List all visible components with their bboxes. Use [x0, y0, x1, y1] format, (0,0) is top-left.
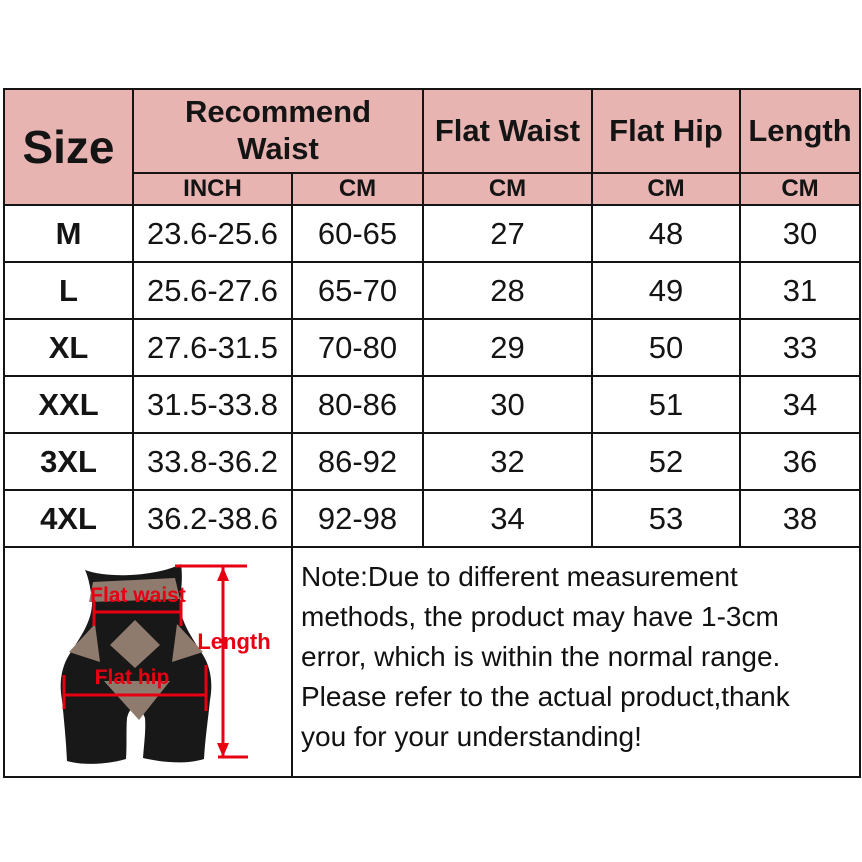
flat-hip-xxl: 51 [593, 377, 741, 434]
flat-waist-annotation: Flat waist [90, 584, 186, 607]
flat-waist-l: 28 [424, 263, 593, 320]
length-arrowheads [217, 567, 229, 757]
flat-waist-4xl: 34 [424, 491, 593, 548]
measurement-lines [62, 564, 248, 759]
unit-cm-flat-waist: CM [424, 174, 593, 206]
length-m: 30 [741, 206, 859, 263]
header-flat-hip: Flat Hip [593, 90, 741, 174]
note-line: Please refer to the actual product,thank [301, 681, 790, 712]
length-annotation: Length [197, 629, 270, 654]
flat-hip-3xl: 52 [593, 434, 741, 491]
size-label-4xl: 4XL [5, 491, 134, 548]
flat-hip-line [62, 665, 208, 711]
unit-cm-length: CM [741, 174, 859, 206]
waist-cm-xxl: 80-86 [293, 377, 424, 434]
flat-waist-m: 27 [424, 206, 593, 263]
size-label-xxl: XXL [5, 377, 134, 434]
note-line: methods, the product may have 1-3cm [301, 601, 779, 632]
waist-inch-xxl: 31.5-33.8 [134, 377, 293, 434]
length-3xl: 36 [741, 434, 859, 491]
waist-inch-xl: 27.6-31.5 [134, 320, 293, 377]
header-flat-hip-label: Flat Hip [609, 112, 723, 148]
header-length: Length [741, 90, 859, 174]
waist-cm-4xl: 92-98 [293, 491, 424, 548]
mesh-panel-left [69, 624, 100, 662]
flat-hip-m: 48 [593, 206, 741, 263]
shapewear-illustration: Flat waist Flat hip Length [60, 564, 271, 764]
size-label-3xl: 3XL [5, 434, 134, 491]
unit-inch: INCH [134, 174, 293, 206]
mesh-panel-diamond [110, 620, 160, 668]
unit-cm-flat-hip: CM [593, 174, 741, 206]
length-xxl: 34 [741, 377, 859, 434]
header-recommend-waist: Recommend Waist [134, 90, 424, 174]
flat-hip-annotation: Flat hip [95, 666, 170, 689]
flat-waist-line [92, 600, 183, 626]
header-flat-waist: Flat Waist [424, 90, 593, 174]
flat-hip-xl: 50 [593, 320, 741, 377]
note-line: Note:Due to different measurement [301, 561, 738, 592]
size-label-m: M [5, 206, 134, 263]
header-recommend-waist-label: Recommend Waist [184, 94, 372, 166]
waist-inch-m: 23.6-25.6 [134, 206, 293, 263]
header-size-label: Size [22, 121, 115, 173]
waist-inch-3xl: 33.8-36.2 [134, 434, 293, 491]
mesh-panel-crotch [104, 681, 170, 720]
flat-waist-3xl: 32 [424, 434, 593, 491]
measurement-note: Note:Due to different measurement method… [293, 548, 859, 776]
waist-cm-m: 60-65 [293, 206, 424, 263]
waist-cm-l: 65-70 [293, 263, 424, 320]
unit-cm-waist: CM [293, 174, 424, 206]
note-line: you for your understanding! [301, 721, 642, 752]
waist-cm-3xl: 86-92 [293, 434, 424, 491]
size-chart-table: Size Recommend Waist Flat Waist Flat Hip… [3, 88, 861, 778]
header-size: Size [5, 90, 134, 206]
mesh-panel-right [172, 624, 203, 662]
flat-hip-4xl: 53 [593, 491, 741, 548]
length-xl: 33 [741, 320, 859, 377]
mesh-panel-band [89, 578, 180, 602]
product-diagram: Flat waist Flat hip Length [5, 548, 293, 776]
size-label-xl: XL [5, 320, 134, 377]
flat-hip-l: 49 [593, 263, 741, 320]
note-line: error, which is within the normal range. [301, 641, 781, 672]
flat-waist-xxl: 30 [424, 377, 593, 434]
waist-inch-l: 25.6-27.6 [134, 263, 293, 320]
header-flat-waist-label: Flat Waist [434, 112, 581, 148]
header-length-label: Length [748, 112, 852, 148]
waist-inch-4xl: 36.2-38.6 [134, 491, 293, 548]
size-label-l: L [5, 263, 134, 320]
flat-waist-xl: 29 [424, 320, 593, 377]
waist-cm-xl: 70-80 [293, 320, 424, 377]
length-4xl: 38 [741, 491, 859, 548]
length-l: 31 [741, 263, 859, 320]
